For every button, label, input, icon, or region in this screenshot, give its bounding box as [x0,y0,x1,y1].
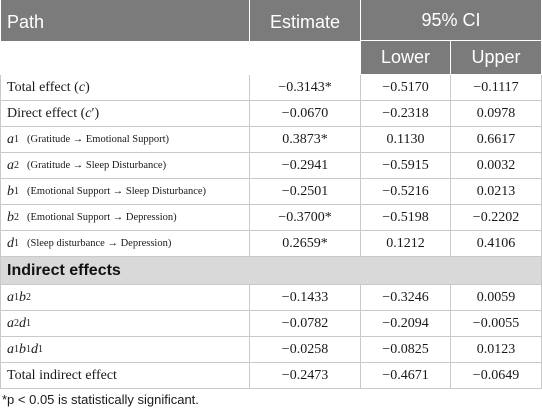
path-b1: b 1 (Emotional Support → Sleep Disturbance… [0,179,250,205]
path-a2: a 2 (Gratitude → Sleep Disturbance) [0,153,250,179]
upper-cell: 0.0978 [451,101,542,127]
path-total-effect: Total effect (c) [0,75,250,101]
upper-cell: 0.0213 [451,179,542,205]
upper-cell: 0.0123 [451,337,542,363]
estimate-cell: −0.3700* [250,205,361,231]
lower-cell: −0.5170 [361,75,451,101]
upper-cell: 0.6617 [451,127,542,153]
ci-subheader-row: Lower Upper [361,41,542,75]
header-path: Path [0,0,250,75]
estimate-cell: −0.0670 [250,101,361,127]
lower-cell: −0.2094 [361,311,451,337]
lower-cell: 0.1130 [361,127,451,153]
header-upper: Upper [451,41,542,75]
lower-cell: −0.5198 [361,205,451,231]
upper-cell: −0.1117 [451,75,542,101]
path-b2: b 2 (Emotional Support → Depression) [0,205,250,231]
table-row: Direct effect (c ′) −0.0670 −0.2318 0.097… [0,101,542,127]
estimate-cell: 0.2659* [250,231,361,257]
estimate-cell: −0.2501 [250,179,361,205]
estimate-cell: −0.1433 [250,285,361,311]
table-row: b 2 (Emotional Support → Depression) −0.37… [0,205,542,231]
table-row: a 1 (Gratitude → Emotional Support) 0.3873… [0,127,542,153]
upper-cell: −0.0055 [451,311,542,337]
upper-cell: 0.0059 [451,285,542,311]
estimate-cell: −0.0782 [250,311,361,337]
upper-cell: −0.0649 [451,363,542,389]
header-ci: 95% CI [361,0,542,41]
table-row: b 1 (Emotional Support → Sleep Disturbance… [0,179,542,205]
estimate-cell: −0.3143* [250,75,361,101]
path-a1: a 1 (Gratitude → Emotional Support) [0,127,250,153]
upper-cell: −0.2202 [451,205,542,231]
table-row: Total indirect effect −0.2473 −0.4671 −0… [0,363,542,389]
table-row: a 2 (Gratitude → Sleep Disturbance) −0.294… [0,153,542,179]
estimate-cell: 0.3873* [250,127,361,153]
footnote: *p < 0.05 is statistically significant. [2,392,199,407]
header-lower: Lower [361,41,451,75]
estimate-cell: −0.2473 [250,363,361,389]
upper-cell: 0.4106 [451,231,542,257]
lower-cell: −0.2318 [361,101,451,127]
lower-cell: −0.0825 [361,337,451,363]
path-d1: d 1 (Sleep disturbance → Depression) [0,231,250,257]
header-estimate: Estimate [250,0,361,75]
path-total-indirect: Total indirect effect [0,363,250,389]
lower-cell: −0.4671 [361,363,451,389]
lower-cell: −0.5216 [361,179,451,205]
section-row: Indirect effects [0,257,542,285]
table-header-row: Path Estimate 95% CI [0,0,542,75]
lower-cell: 0.1212 [361,231,451,257]
estimate-cell: −0.2941 [250,153,361,179]
table-row: Total effect (c) −0.3143* −0.5170 −0.111… [0,75,542,101]
estimate-cell: −0.0258 [250,337,361,363]
table-row: d 1 (Sleep disturbance → Depression) 0.265… [0,231,542,257]
section-title: Indirect effects [0,257,542,285]
upper-cell: 0.0032 [451,153,542,179]
lower-cell: −0.3246 [361,285,451,311]
lower-cell: −0.5915 [361,153,451,179]
path-direct-effect: Direct effect (c ′) [0,101,250,127]
